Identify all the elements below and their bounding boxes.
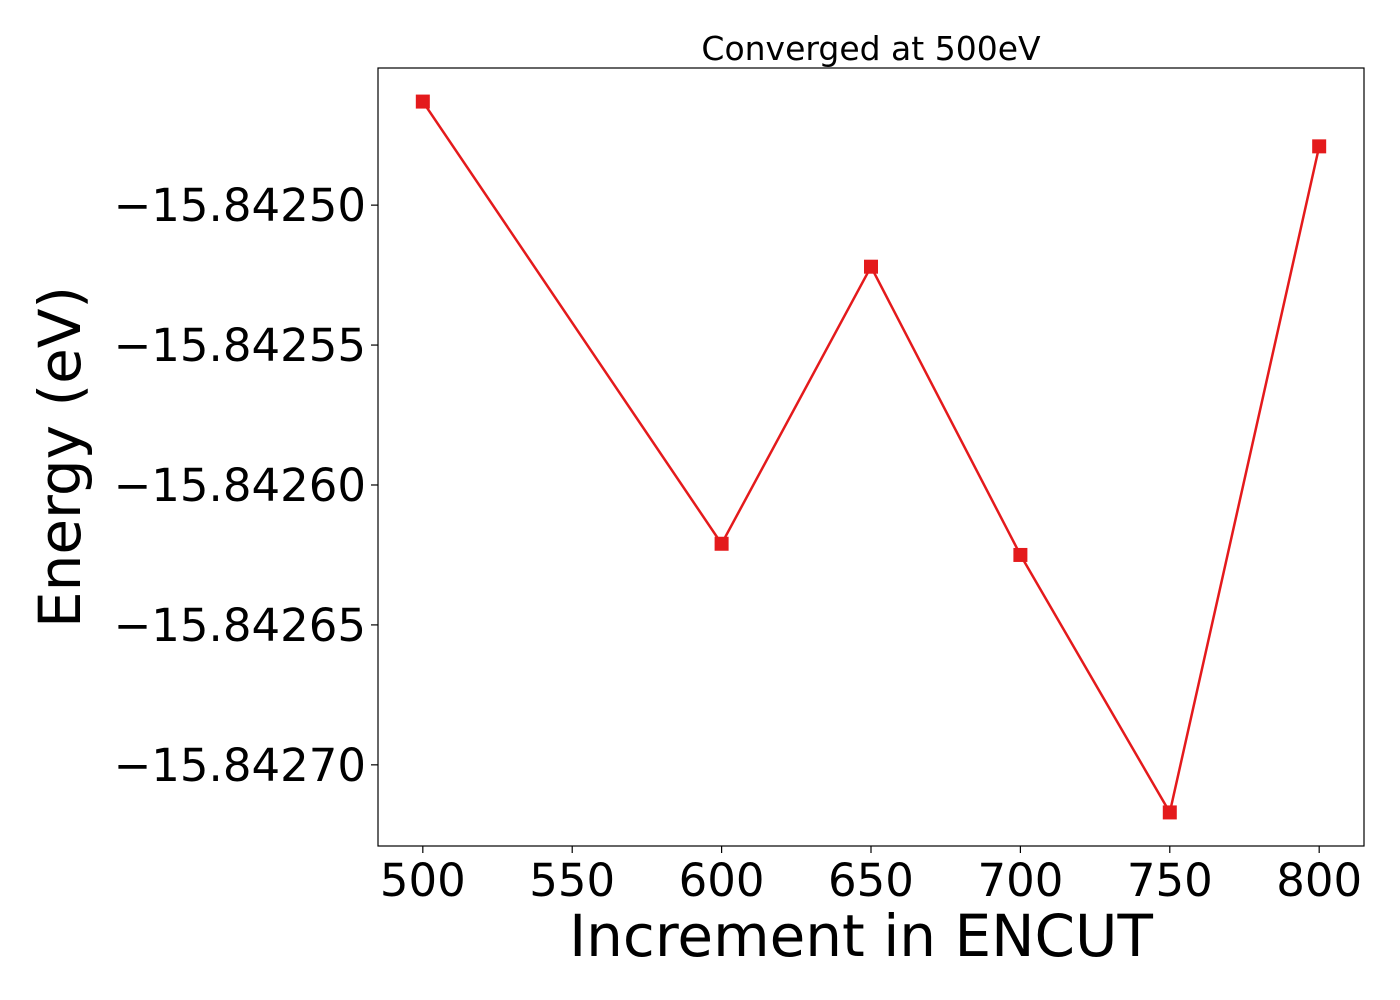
series-line [421,100,1321,814]
x-tick-label: 650 [828,854,914,907]
y-tick-label: −15.84265 [114,599,366,652]
x-tick-label: 550 [529,854,615,907]
x-tick-label: 800 [1276,854,1362,907]
x-tick-label: 750 [1127,854,1213,907]
y-tick-label: −15.84255 [114,319,366,372]
data-point [1312,139,1327,154]
chart-title: Converged at 500eV [701,29,1041,68]
series-markers [415,94,1327,820]
x-axis: 500 550 600 650 700 750 800 [380,846,1362,907]
data-point [1013,547,1028,562]
x-tick-label: 500 [380,854,466,907]
y-tick-label: −15.84270 [114,739,366,792]
plot-area [377,67,1365,847]
data-point [864,259,878,274]
y-axis: −15.84250 −15.84255 −15.84260 −15.84265 −15.… [114,179,378,792]
y-tick-label: −15.84260 [114,459,366,512]
x-tick-label: 700 [977,854,1063,907]
x-tick-label: 600 [679,854,765,907]
y-axis-label: Energy (eV) [26,286,94,628]
x-axis-label: Increment in ENCUT [569,902,1153,970]
y-tick-label: −15.84250 [114,179,366,232]
data-point [415,94,430,109]
data-point [1162,805,1177,820]
data-point [714,536,729,551]
